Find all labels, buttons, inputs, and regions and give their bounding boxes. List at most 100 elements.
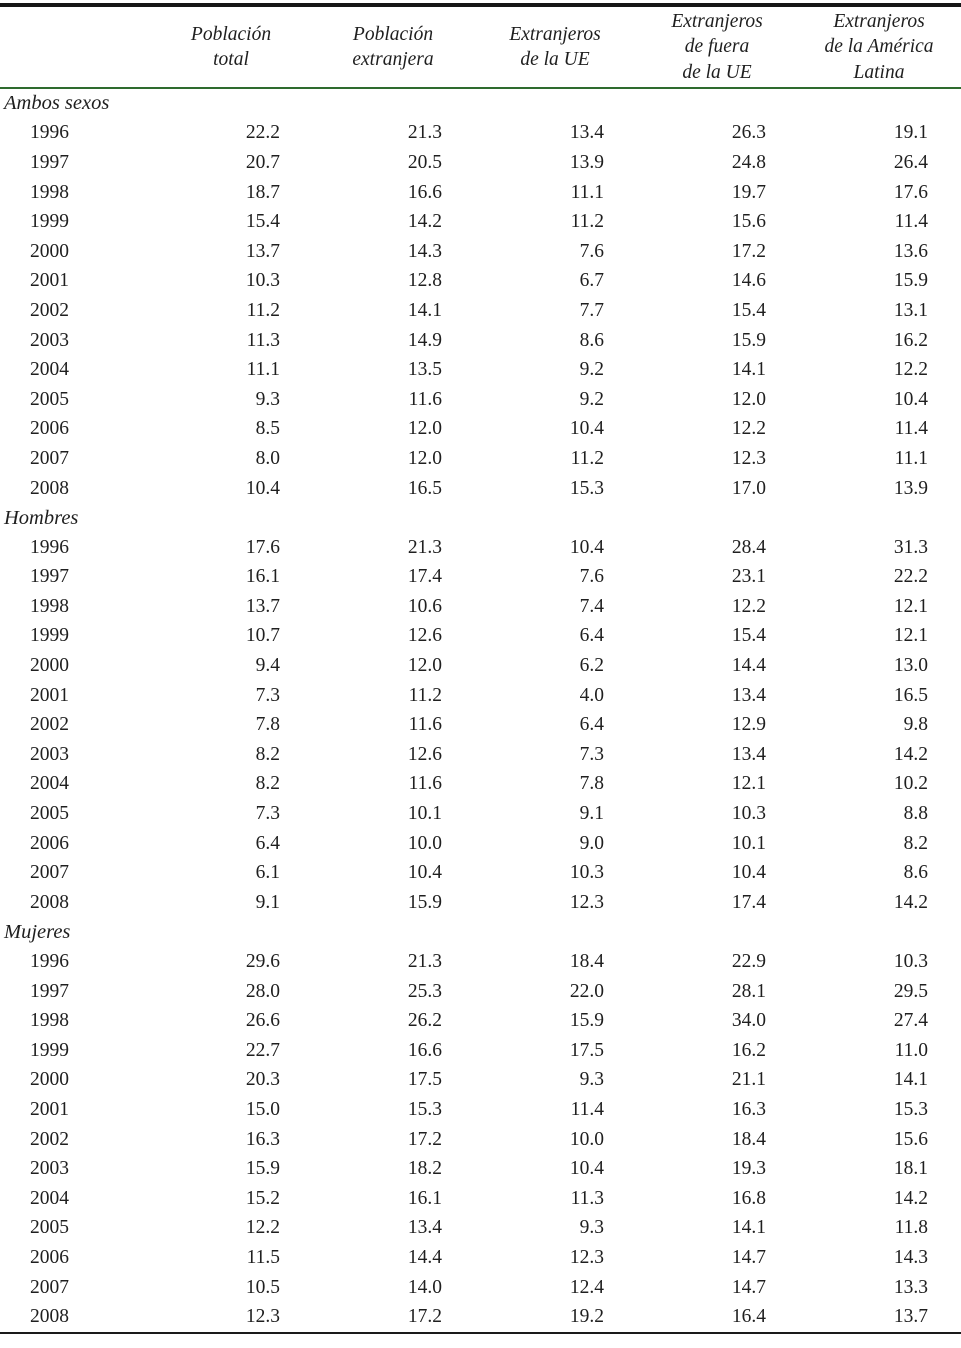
year-cell: 1998	[30, 181, 69, 203]
table-row: 2001 7.3 11.2 4.0 13.4 16.5	[0, 681, 961, 711]
value-cell: 18.4	[731, 1128, 766, 1150]
table-row: 2004 11.1 13.5 9.2 14.1 12.2	[0, 355, 961, 385]
year-cell: 1999	[30, 211, 69, 233]
value-cell: 15.3	[893, 1098, 928, 1120]
value-cell: 17.6	[893, 181, 928, 203]
value-cell: 11.6	[408, 388, 442, 410]
bottom-rule	[0, 1331, 961, 1334]
value-cell: 13.7	[893, 1306, 928, 1328]
table-row: 2006 8.5 12.0 10.4 12.2 11.4	[0, 415, 961, 445]
value-cell: 12.2	[893, 359, 928, 381]
value-cell: 12.1	[731, 773, 766, 795]
value-cell: 13.4	[731, 743, 766, 765]
value-cell: 14.4	[731, 655, 766, 677]
value-cell: 8.0	[255, 447, 280, 469]
year-cell: 2006	[30, 418, 69, 440]
value-cell: 15.9	[407, 891, 442, 913]
section-label: Mujeres	[4, 920, 71, 943]
value-cell: 8.6	[903, 862, 928, 884]
value-cell: 15.3	[569, 477, 604, 499]
year-cell: 2000	[30, 1069, 69, 1091]
year-cell: 2007	[30, 447, 69, 469]
value-cell: 15.6	[893, 1128, 928, 1150]
table-row: 1996 17.6 21.3 10.4 28.4 31.3	[0, 533, 961, 563]
value-cell: 19.2	[569, 1306, 604, 1328]
section-label: Ambos sexos	[4, 92, 110, 115]
value-cell: 12.2	[731, 418, 766, 440]
value-cell: 13.5	[407, 359, 442, 381]
year-cell: 2003	[30, 329, 69, 351]
value-cell: 11.2	[246, 299, 280, 321]
year-cell: 1998	[30, 1010, 69, 1032]
value-cell: 9.2	[579, 388, 604, 410]
year-cell: 2002	[30, 299, 69, 321]
value-cell: 9.1	[255, 891, 280, 913]
value-cell: 11.1	[894, 447, 928, 469]
table-row: 1996 29.6 21.3 18.4 22.9 10.3	[0, 947, 961, 977]
table-row: 2007 8.0 12.0 11.2 12.3 11.1	[0, 444, 961, 474]
top-rule	[0, 3, 961, 7]
value-cell: 14.1	[731, 359, 766, 381]
value-cell: 20.3	[245, 1069, 280, 1091]
value-cell: 11.2	[570, 447, 604, 469]
value-cell: 10.4	[893, 388, 928, 410]
value-cell: 14.6	[731, 270, 766, 292]
year-cell: 1998	[30, 595, 69, 617]
value-cell: 7.6	[579, 566, 604, 588]
value-cell: 15.9	[731, 329, 766, 351]
table-row: 1999 15.4 14.2 11.2 15.6 11.4	[0, 207, 961, 237]
year-cell: 1997	[30, 980, 69, 1002]
year-cell: 2005	[30, 1217, 69, 1239]
value-cell: 11.4	[894, 211, 928, 233]
value-cell: 16.5	[407, 477, 442, 499]
value-cell: 21.3	[407, 536, 442, 558]
year-cell: 1996	[30, 951, 69, 973]
year-cell: 2002	[30, 714, 69, 736]
value-cell: 13.4	[407, 1217, 442, 1239]
value-cell: 13.0	[893, 655, 928, 677]
value-cell: 14.3	[407, 240, 442, 262]
value-cell: 9.0	[579, 832, 604, 854]
year-cell: 2008	[30, 1306, 69, 1328]
value-cell: 11.1	[246, 359, 280, 381]
value-cell: 16.6	[407, 181, 442, 203]
value-cell: 12.4	[569, 1276, 604, 1298]
value-cell: 7.4	[579, 595, 604, 617]
table-row: 2003 15.9 18.2 10.4 19.3 18.1	[0, 1154, 961, 1184]
value-cell: 13.4	[569, 122, 604, 144]
value-cell: 9.3	[579, 1069, 604, 1091]
table-row: 1998 26.6 26.2 15.9 34.0 27.4	[0, 1006, 961, 1036]
table-row: 1996 22.2 21.3 13.4 26.3 19.1	[0, 119, 961, 149]
value-cell: 12.0	[407, 447, 442, 469]
value-cell: 29.6	[245, 951, 280, 973]
value-cell: 11.4	[570, 1098, 604, 1120]
value-cell: 15.6	[731, 211, 766, 233]
year-cell: 2007	[30, 862, 69, 884]
value-cell: 16.2	[893, 329, 928, 351]
table-row: 1998 18.7 16.6 11.1 19.7 17.6	[0, 178, 961, 208]
table-row: 1997 20.7 20.5 13.9 24.8 26.4	[0, 148, 961, 178]
value-cell: 12.6	[407, 625, 442, 647]
year-cell: 2001	[30, 270, 69, 292]
value-cell: 28.0	[245, 980, 280, 1002]
value-cell: 19.1	[893, 122, 928, 144]
value-cell: 28.4	[731, 536, 766, 558]
value-cell: 10.1	[731, 832, 766, 854]
value-cell: 7.8	[579, 773, 604, 795]
value-cell: 11.3	[570, 1187, 604, 1209]
value-cell: 7.3	[255, 803, 280, 825]
year-cell: 2001	[30, 1098, 69, 1120]
value-cell: 20.5	[407, 151, 442, 173]
year-cell: 2003	[30, 1158, 69, 1180]
value-cell: 22.2	[245, 122, 280, 144]
value-cell: 10.7	[245, 625, 280, 647]
value-cell: 15.9	[569, 1010, 604, 1032]
value-cell: 9.1	[579, 803, 604, 825]
year-cell: 2001	[30, 684, 69, 706]
value-cell: 7.8	[255, 714, 280, 736]
value-cell: 14.2	[407, 211, 442, 233]
value-cell: 18.7	[245, 181, 280, 203]
value-cell: 22.2	[893, 566, 928, 588]
header-rule	[0, 87, 961, 89]
value-cell: 21.3	[407, 951, 442, 973]
